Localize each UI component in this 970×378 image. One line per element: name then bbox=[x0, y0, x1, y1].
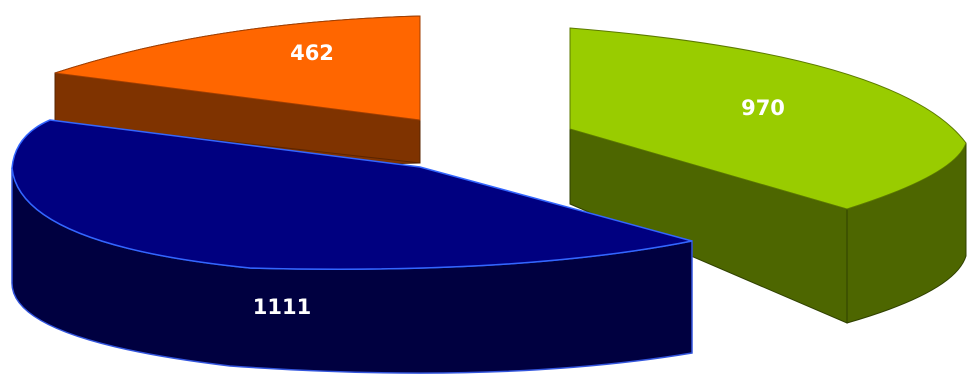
slice-label-1111: 1111 bbox=[253, 295, 311, 319]
slice-label-970: 970 bbox=[741, 96, 785, 120]
slice-970 bbox=[569, 27, 967, 324]
slice-462 bbox=[54, 15, 421, 165]
slice-462-top bbox=[54, 15, 421, 121]
slice-970-top bbox=[569, 27, 967, 210]
slice-1111-top bbox=[11, 119, 693, 270]
slice-label-462: 462 bbox=[290, 41, 334, 65]
slice-1111 bbox=[11, 119, 693, 374]
